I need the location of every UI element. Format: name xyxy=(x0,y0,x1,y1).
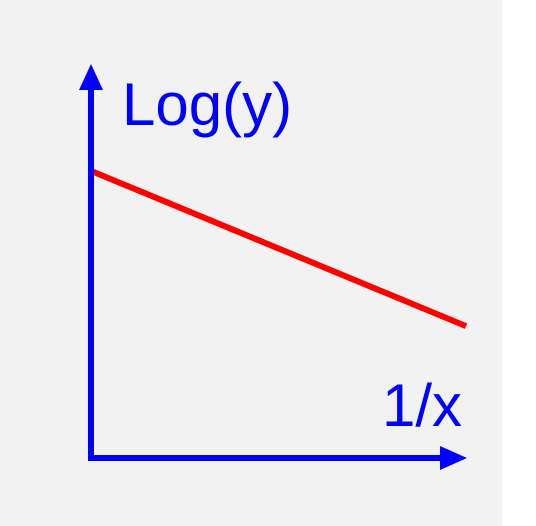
y-axis-label: Log(y) xyxy=(122,71,292,138)
x-axis-label: 1/x xyxy=(382,372,462,439)
